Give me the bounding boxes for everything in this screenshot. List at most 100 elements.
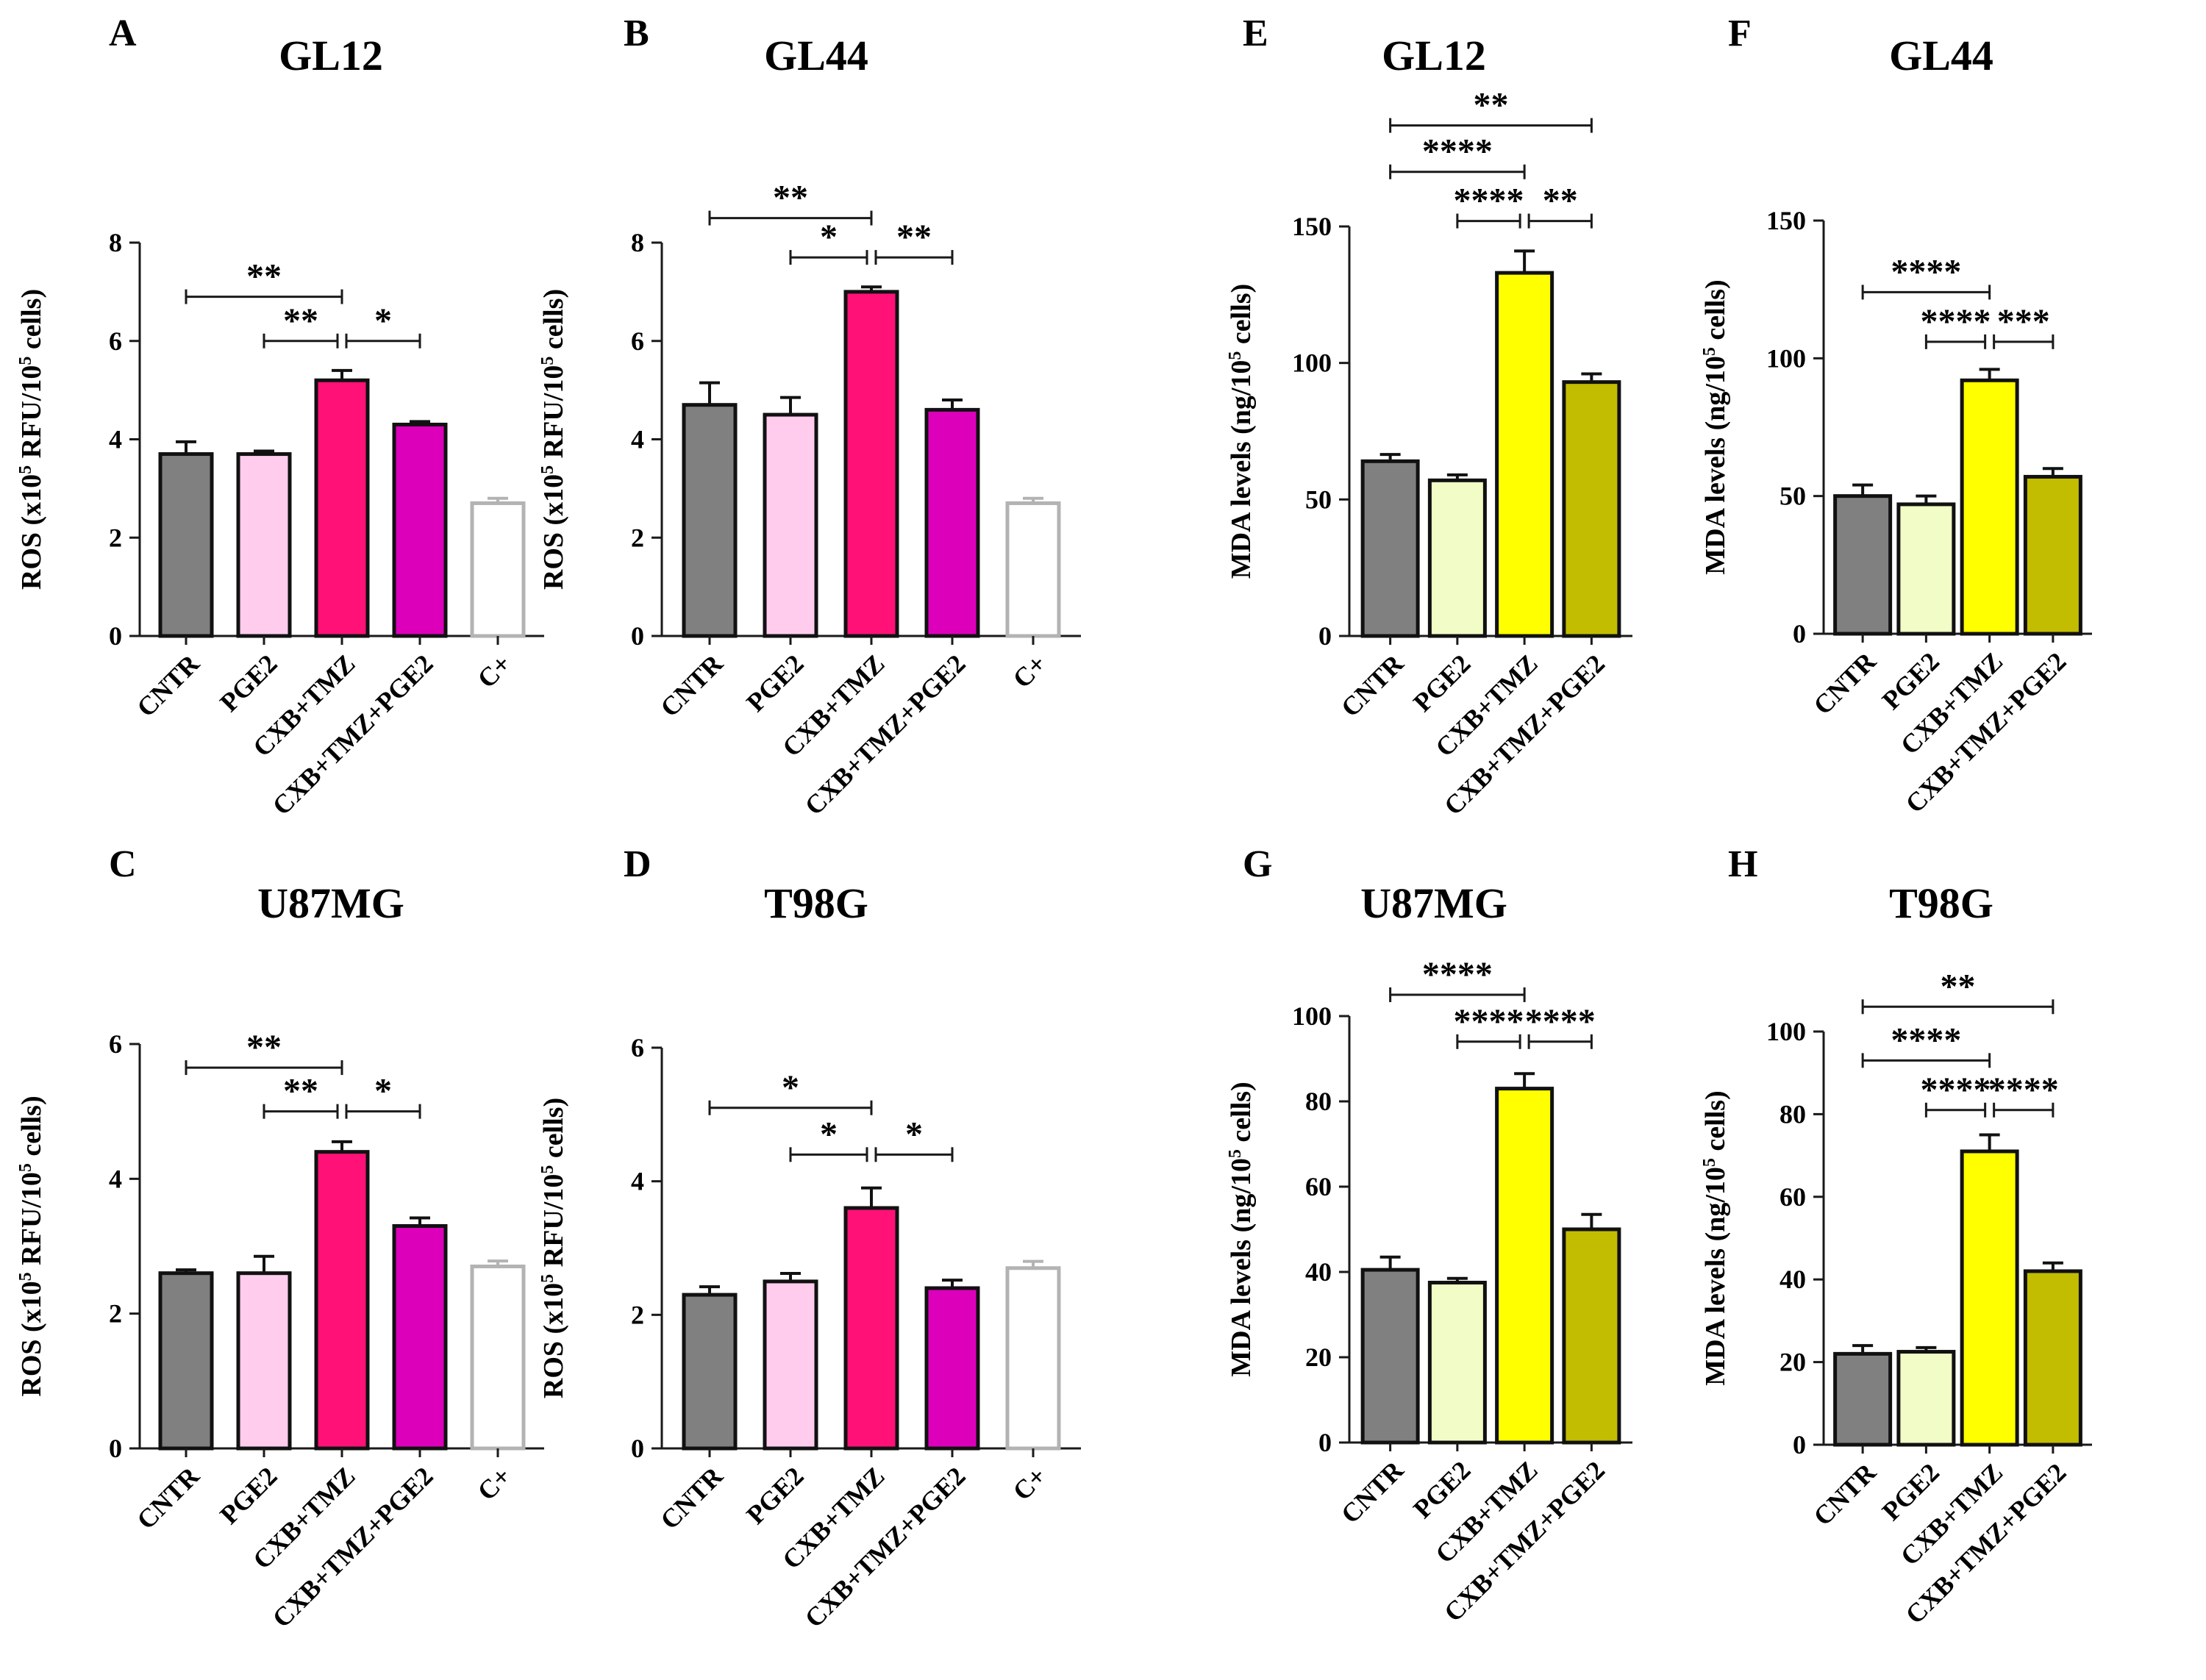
panel-title: GL44 (764, 32, 868, 79)
bar-pge2 (763, 412, 818, 638)
y-tick-label: 60 (1305, 1172, 1332, 1201)
label-part: ROS (x10 (16, 1281, 47, 1396)
y-tick-label: 100 (1292, 1001, 1332, 1031)
significance-label: **** (1891, 1020, 1961, 1059)
significance-label: **** (1891, 252, 1961, 291)
y-tick-label: 6 (109, 1029, 122, 1059)
bar-pge2 (1427, 1281, 1487, 1445)
bar-pge2 (1896, 502, 1956, 636)
label-part: cells) (538, 1098, 569, 1165)
label-part: RFU/10 (16, 1172, 47, 1272)
bar-cxb-tmz-pge2 (924, 407, 980, 638)
bar-cntr (682, 1293, 738, 1451)
bar-c- (1005, 1266, 1061, 1451)
significance-label: **** (1454, 1002, 1524, 1041)
bar-cntr (158, 452, 214, 638)
y-tick-label: 40 (1305, 1257, 1332, 1287)
significance-label: * (820, 218, 838, 257)
y-axis-label: ROS (x105 RFU/105 cells) (538, 289, 569, 590)
y-tick-label: 150 (1292, 212, 1332, 241)
y-tick-label: 0 (1793, 619, 1806, 648)
panel-title: GL12 (279, 32, 383, 79)
significance-label: **** (1921, 302, 1991, 341)
superscript: 5 (538, 357, 557, 365)
significance-label: * (820, 1115, 838, 1154)
panel-letter: E (1243, 12, 1268, 54)
y-tick-label: 4 (631, 425, 644, 454)
panel-g: G U87MG 0 20 40 60 80 100 MDA levels (ng/105 cel… (1226, 843, 1632, 1627)
panel-letter: F (1728, 12, 1752, 54)
significance-label: ** (246, 257, 282, 296)
bar-cxb-tmz (314, 378, 370, 638)
y-tick-label: 0 (631, 1434, 644, 1463)
bar-pge2 (236, 452, 292, 638)
significance-label: **** (1525, 1002, 1596, 1041)
y-tick-label: 0 (1793, 1430, 1806, 1459)
bar-pge2 (236, 1271, 292, 1451)
significance-label: * (905, 1115, 923, 1154)
significance-label: ** (773, 179, 808, 218)
bar-cxb-tmz-pge2 (392, 422, 448, 638)
y-tick-label: 0 (109, 621, 122, 651)
y-axis-label: MDA levels (ng/105 cells) (1226, 284, 1257, 579)
significance-label: ** (283, 1072, 318, 1111)
significance-label: ** (896, 218, 932, 257)
y-tick-label: 6 (631, 326, 644, 356)
y-tick-label: 40 (1780, 1265, 1806, 1294)
y-tick-label: 2 (109, 523, 122, 552)
bar-c- (1005, 501, 1061, 638)
panel-title: GL44 (1889, 32, 1993, 79)
y-axis-label: ROS (x105 RFU/105 cells) (16, 289, 47, 590)
bar-cntr (682, 403, 738, 638)
superscript: 5 (538, 1165, 557, 1174)
y-tick-label: 8 (631, 228, 644, 257)
bar-cxb-tmz-pge2 (2023, 1269, 2082, 1447)
bar-cxb-tmz-pge2 (2023, 474, 2082, 636)
label-part: MDA levels (ng/10 (1700, 1167, 1731, 1386)
bar-c- (470, 1265, 526, 1451)
bar-cntr (1360, 459, 1420, 638)
bar-cxb-tmz (843, 290, 899, 638)
y-tick-label: 6 (109, 326, 122, 356)
y-axis-label: MDA levels (ng/105 cells) (1700, 279, 1731, 574)
y-tick-label: 6 (631, 1033, 644, 1062)
significance-label: ** (283, 301, 318, 340)
y-axis-label: ROS (x105 RFU/105 cells) (16, 1095, 47, 1396)
y-tick-label: 80 (1305, 1087, 1332, 1116)
panel-letter: G (1243, 843, 1272, 885)
label-part: MDA levels (ng/10 (1226, 360, 1257, 579)
significance-label: * (782, 1068, 799, 1107)
y-tick-label: 80 (1780, 1099, 1806, 1129)
label-part: cells) (1226, 284, 1257, 351)
superscript: 5 (1700, 1158, 1719, 1167)
bar-cxb-tmz-pge2 (1562, 1227, 1621, 1445)
label-part: RFU/10 (538, 365, 569, 465)
panel-letter: A (109, 12, 137, 54)
y-tick-label: 20 (1305, 1343, 1332, 1372)
bar-cxb-tmz-pge2 (1562, 380, 1621, 638)
y-tick-label: 60 (1780, 1182, 1806, 1212)
y-axis-label: ROS (x105 RFU/105 cells) (538, 1098, 569, 1398)
bar-cntr (1833, 1351, 1893, 1447)
y-tick-label: 4 (109, 425, 122, 454)
bar-cxb-tmz (843, 1206, 899, 1451)
y-tick-label: 0 (109, 1434, 122, 1463)
y-tick-label: 0 (1318, 621, 1332, 651)
significance-label: ** (246, 1028, 282, 1067)
y-tick-label: 2 (631, 1300, 644, 1329)
y-tick-label: 2 (109, 1299, 122, 1329)
label-part: RFU/10 (538, 1174, 569, 1274)
label-part: cells) (1700, 279, 1731, 347)
label-part: cells) (538, 289, 569, 357)
significance-label: ** (1941, 967, 1976, 1006)
panel-title: T98G (764, 879, 868, 927)
panel-title: T98G (1889, 879, 1993, 927)
y-tick-label: 150 (1766, 206, 1806, 235)
y-tick-label: 100 (1766, 1017, 1806, 1046)
label-part: cells) (1226, 1082, 1257, 1149)
y-tick-label: 0 (631, 621, 644, 651)
significance-label: ** (1543, 182, 1578, 221)
superscript: 5 (16, 465, 35, 474)
